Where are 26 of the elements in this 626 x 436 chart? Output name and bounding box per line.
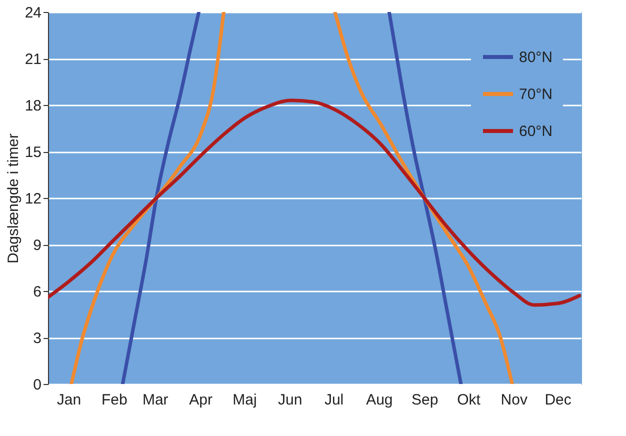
y-tick-label: 0 <box>33 376 42 394</box>
x-tick-label: Sep <box>411 392 438 408</box>
legend-label: 70°N <box>519 86 553 103</box>
y-tick-label: 24 <box>24 4 42 22</box>
y-tick-label: 6 <box>33 284 42 300</box>
x-tick-label: Nov <box>500 392 528 408</box>
x-tick-label: Feb <box>101 392 128 408</box>
y-tick-label: 3 <box>33 330 42 347</box>
line-series <box>48 98 581 307</box>
y-tick-label: 9 <box>33 237 42 254</box>
x-tick-label: Aug <box>366 392 393 408</box>
y-tick-label: 12 <box>24 190 42 208</box>
legend-label: 80°N <box>519 49 553 66</box>
y-tick-label: 18 <box>24 98 42 114</box>
x-tick-label: Jan <box>56 392 82 408</box>
x-tick-label: Apr <box>189 392 212 408</box>
x-tick-label: Jul <box>324 392 344 408</box>
x-tick-label: Mar <box>142 392 168 408</box>
legend-label: 60°N <box>519 123 553 140</box>
y-tick-label: 21 <box>24 51 42 68</box>
x-tick-label: Dec <box>544 392 572 408</box>
y-axis-title: Dagslængde i timer <box>4 133 22 264</box>
x-tick-label: Jun <box>278 392 302 408</box>
y-tick-label: 15 <box>24 144 42 161</box>
x-tick-label: Okt <box>457 392 482 408</box>
x-tick-label: Maj <box>232 392 257 408</box>
